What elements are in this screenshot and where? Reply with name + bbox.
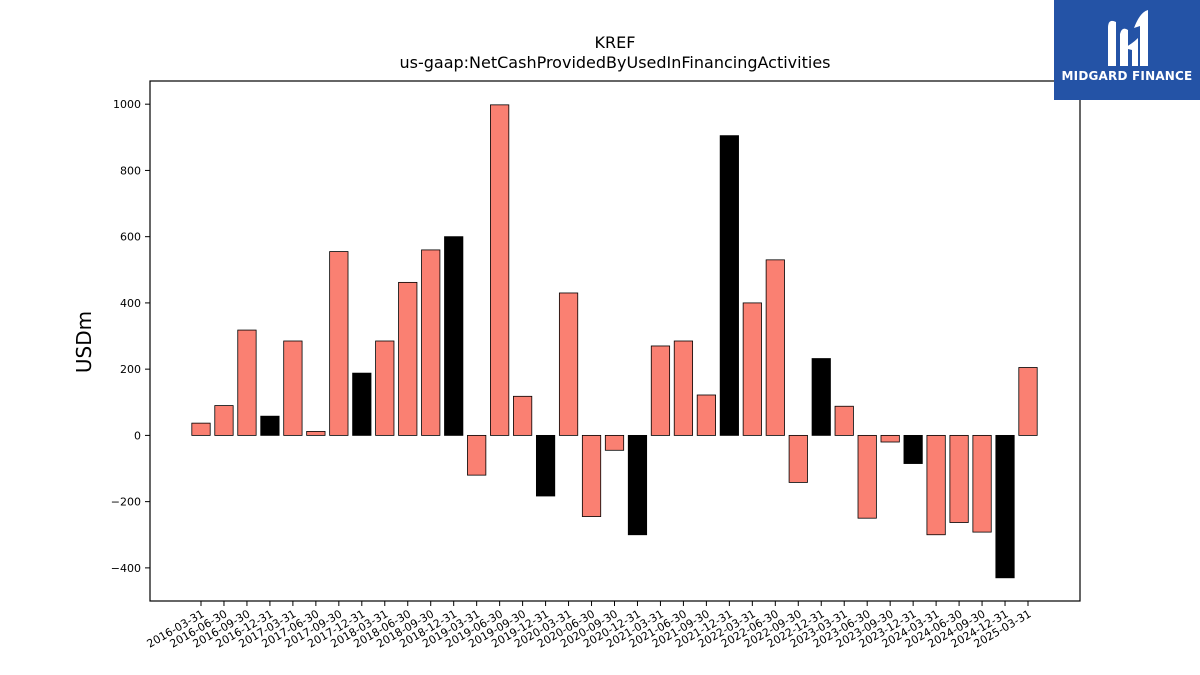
bar-2019-03-31 [467,434,487,476]
bar-2018-09-30 [421,249,441,436]
bar-2017-06-30 [306,431,326,436]
bar-2022-03-31 [742,302,762,436]
y-tick-label: −400 [111,562,141,575]
bar-2022-06-30 [765,259,785,436]
bar-2020-09-30 [604,434,625,451]
bar-2019-09-30 [513,395,533,436]
y-tick-label: 800 [120,164,141,177]
bar-2019-12-31 [535,434,556,497]
chart-subtitle: us-gaap:NetCashProvidedByUsedInFinancing… [399,53,830,72]
y-tick-label: 0 [134,429,141,442]
bar-2023-03-31 [834,405,854,436]
bar-2016-06-30 [214,405,234,436]
bar-2016-03-31 [191,422,211,436]
bars [191,104,1038,579]
y-axis-ticks: −400 −200 0 200 400 600 800 1000 [111,98,150,575]
bar-2021-06-30 [673,340,694,436]
bar-2017-12-31 [352,372,372,436]
midgard-logo-icon [1108,10,1148,67]
midgard-finance-logo: MIDGARD FINANCE [1054,0,1200,100]
bar-2025-03-31 [1018,367,1038,436]
x-axis-ticks: 2016-03-312016-06-302016-09-302016-12-31… [145,601,1034,651]
bar-2018-06-30 [398,281,418,436]
bar-2022-12-31 [811,358,831,436]
bar-2022-09-30 [788,434,808,483]
y-tick-label: 1000 [113,98,141,111]
bar-2024-12-31 [995,434,1015,579]
bar-2018-12-31 [444,236,464,436]
bar-2024-06-30 [949,434,969,523]
bar-2016-09-30 [237,329,257,436]
y-tick-label: 200 [120,363,141,376]
y-tick-label: −200 [111,496,141,509]
chart-title: KREF [595,33,636,52]
bar-2024-09-30 [972,434,992,533]
bar-2023-09-30 [880,434,900,443]
bar-2023-12-31 [903,434,923,464]
bar-2016-12-31 [260,415,280,436]
bar-2021-09-30 [696,394,716,436]
logo-text: MIDGARD FINANCE [1061,69,1193,83]
bar-2017-03-31 [283,340,303,436]
bar-2020-06-30 [581,434,602,517]
bar-2019-06-30 [490,104,510,436]
bar-2021-03-31 [650,345,671,436]
bar-2020-03-31 [558,292,579,436]
bar-2024-03-31 [926,434,946,536]
bar-2020-12-31 [627,434,648,536]
y-axis-label: USDm [72,311,96,373]
bar-2018-03-31 [375,340,395,436]
bar-2021-12-31 [719,135,739,436]
bar-2023-06-30 [857,434,877,519]
y-tick-label: 400 [120,297,141,310]
bar-2017-09-30 [329,251,349,436]
plot-frame [149,80,1081,602]
y-tick-label: 600 [120,231,141,244]
